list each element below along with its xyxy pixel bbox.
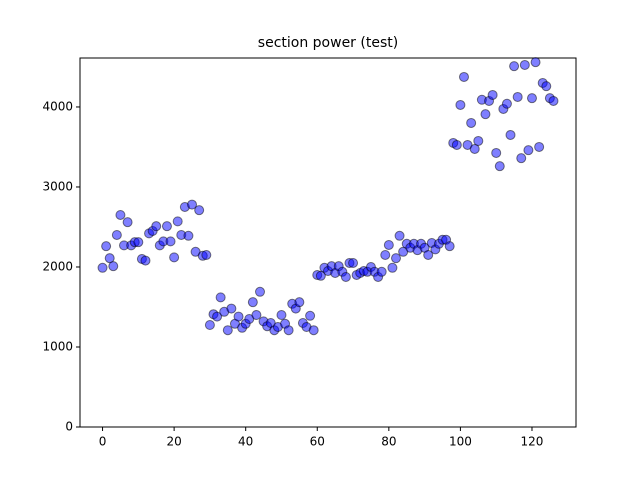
point [212, 311, 223, 322]
point [512, 91, 523, 102]
chart-title: section power (test) [258, 35, 398, 51]
point [523, 145, 534, 156]
x-tick-label: 60 [310, 435, 325, 449]
point [494, 161, 505, 172]
x-tick-label: 0 [99, 435, 107, 449]
point [115, 209, 126, 220]
point [376, 266, 387, 277]
y-tick-label: 0 [65, 420, 73, 434]
point [226, 303, 237, 314]
point [469, 143, 480, 154]
point [276, 309, 287, 320]
point [133, 237, 144, 248]
point [387, 262, 398, 273]
x-tick-label: 100 [449, 435, 472, 449]
point [97, 262, 108, 273]
y-tick-label: 2000 [42, 259, 73, 273]
point [423, 249, 434, 260]
x-tick-label: 20 [166, 435, 181, 449]
point [526, 93, 537, 104]
point [315, 270, 326, 281]
point [108, 261, 119, 272]
point [444, 241, 455, 252]
y-tick-label: 4000 [42, 99, 73, 113]
point [519, 59, 530, 70]
point [247, 297, 258, 308]
point [541, 81, 552, 92]
point [516, 153, 527, 164]
point [194, 205, 205, 216]
x-tick-label: 120 [521, 435, 544, 449]
point [505, 129, 516, 140]
point [480, 109, 491, 120]
point [383, 239, 394, 250]
point [165, 236, 176, 247]
point [451, 139, 462, 150]
point [390, 253, 401, 264]
point [340, 271, 351, 282]
point [509, 61, 520, 72]
y-tick-label: 3000 [42, 179, 73, 193]
point [151, 221, 162, 232]
point [380, 249, 391, 260]
point [548, 95, 559, 106]
point [101, 241, 112, 252]
point [122, 217, 133, 228]
point [308, 325, 319, 336]
point [204, 319, 215, 330]
x-tick-label: 40 [238, 435, 253, 449]
point [473, 135, 484, 146]
point [183, 230, 194, 241]
point [187, 199, 198, 210]
point [255, 286, 266, 297]
point [111, 229, 122, 240]
point [348, 257, 359, 268]
point [294, 297, 305, 308]
point [215, 292, 226, 303]
point [487, 89, 498, 100]
point [466, 117, 477, 128]
point [161, 221, 172, 232]
point [491, 147, 502, 158]
point [530, 57, 541, 68]
point [501, 98, 512, 109]
point [283, 325, 294, 336]
x-tick-label: 80 [381, 435, 396, 449]
point [169, 252, 180, 263]
point [222, 325, 233, 336]
point [172, 216, 183, 227]
point [305, 310, 316, 321]
point [534, 141, 545, 152]
y-tick-label: 1000 [42, 339, 73, 353]
point [455, 99, 466, 110]
point [233, 311, 244, 322]
point [201, 249, 212, 260]
point [140, 255, 151, 266]
point [458, 71, 469, 82]
plot-area [79, 57, 577, 428]
point [394, 230, 405, 241]
point [104, 253, 115, 264]
point [251, 309, 262, 320]
